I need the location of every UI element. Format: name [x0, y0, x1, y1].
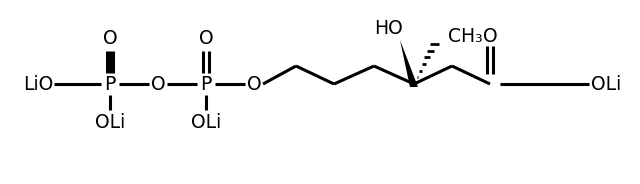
Text: O: O — [102, 29, 117, 49]
Text: P: P — [104, 75, 116, 93]
Text: O: O — [150, 75, 165, 93]
Text: P: P — [200, 75, 212, 93]
Text: CH₃: CH₃ — [448, 26, 483, 45]
Text: OLi: OLi — [191, 112, 221, 132]
Text: OLi: OLi — [591, 75, 621, 93]
Text: OLi: OLi — [95, 112, 125, 132]
Text: O: O — [198, 29, 213, 49]
Text: O: O — [246, 75, 261, 93]
Polygon shape — [400, 40, 418, 87]
Text: LiO: LiO — [23, 75, 53, 93]
Text: HO: HO — [374, 20, 403, 38]
Text: O: O — [483, 26, 497, 45]
